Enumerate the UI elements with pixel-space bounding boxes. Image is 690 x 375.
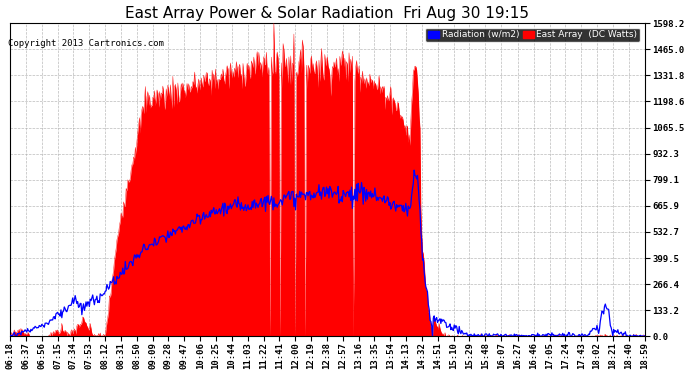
Legend: Radiation (w/m2), East Array  (DC Watts): Radiation (w/m2), East Array (DC Watts): [426, 28, 640, 42]
Title: East Array Power & Solar Radiation  Fri Aug 30 19:15: East Array Power & Solar Radiation Fri A…: [126, 6, 529, 21]
Text: Copyright 2013 Cartronics.com: Copyright 2013 Cartronics.com: [8, 39, 164, 48]
